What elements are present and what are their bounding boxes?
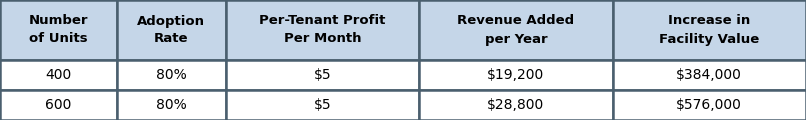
Bar xyxy=(117,90,226,120)
Bar xyxy=(226,0,419,60)
Text: 80%: 80% xyxy=(156,98,187,112)
Bar xyxy=(0,60,117,90)
Text: Increase in
Facility Value: Increase in Facility Value xyxy=(659,15,759,45)
Text: $576,000: $576,000 xyxy=(676,98,742,112)
Text: $19,200: $19,200 xyxy=(487,68,545,82)
Text: Revenue Added
per Year: Revenue Added per Year xyxy=(457,15,575,45)
Bar xyxy=(117,0,226,60)
Bar xyxy=(117,60,226,90)
Bar xyxy=(613,0,806,60)
Text: $5: $5 xyxy=(314,68,331,82)
Bar xyxy=(419,0,613,60)
Bar xyxy=(0,90,117,120)
Bar xyxy=(0,0,117,60)
Bar xyxy=(613,90,806,120)
Text: 80%: 80% xyxy=(156,68,187,82)
Bar xyxy=(226,90,419,120)
Text: $28,800: $28,800 xyxy=(487,98,545,112)
Bar xyxy=(419,60,613,90)
Bar xyxy=(419,90,613,120)
Text: Number
of Units: Number of Units xyxy=(29,15,88,45)
Text: Per-Tenant Profit
Per Month: Per-Tenant Profit Per Month xyxy=(260,15,385,45)
Text: 400: 400 xyxy=(45,68,72,82)
Text: 600: 600 xyxy=(45,98,72,112)
Text: $384,000: $384,000 xyxy=(676,68,742,82)
Bar xyxy=(226,60,419,90)
Bar xyxy=(613,60,806,90)
Text: $5: $5 xyxy=(314,98,331,112)
Text: Adoption
Rate: Adoption Rate xyxy=(137,15,206,45)
